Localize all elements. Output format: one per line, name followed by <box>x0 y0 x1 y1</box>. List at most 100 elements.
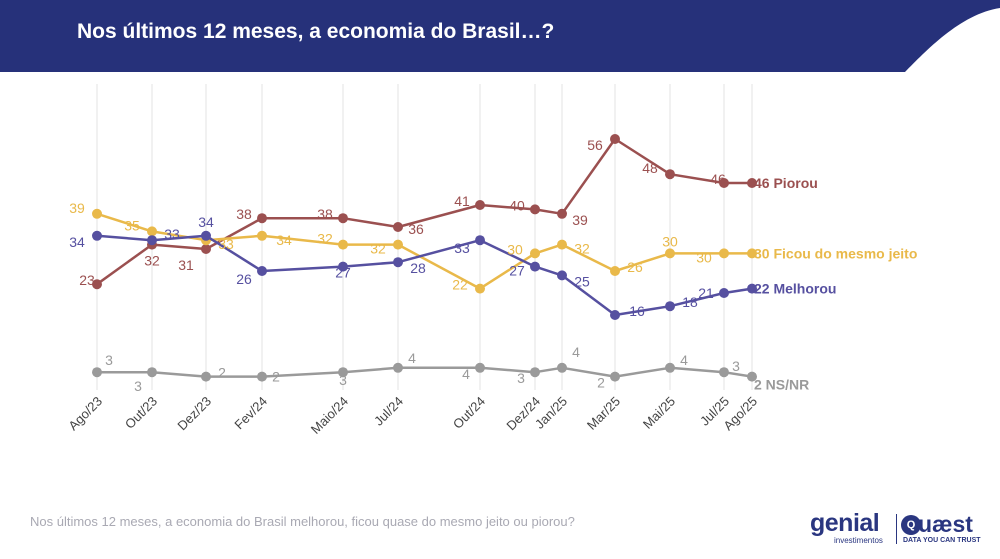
melhorou-value-label-0: 34 <box>69 234 85 250</box>
nsnr-point-12 <box>747 371 757 382</box>
piorou-value-label-1: 32 <box>144 253 160 269</box>
melhorou-value-label-8: 25 <box>574 273 590 289</box>
header-banner: Nos últimos 12 meses, a economia do Bras… <box>0 0 1000 72</box>
ficou-value-label-11: 30 <box>696 249 712 265</box>
ficou-value-label-6: 22 <box>452 277 468 293</box>
melhorou-point-10 <box>665 301 675 312</box>
melhorou-point-1 <box>147 235 157 246</box>
piorou-point-10 <box>665 169 675 180</box>
piorou-point-9 <box>610 134 620 144</box>
melhorou-value-label-11: 21 <box>698 285 714 301</box>
ficou-point-12 <box>747 248 757 259</box>
nsnr-point-8 <box>557 362 567 373</box>
melhorou-point-6 <box>475 235 485 246</box>
nsnr-point-11 <box>719 367 729 378</box>
nsnr-value-label-4: 3 <box>339 372 347 388</box>
x-tick-label-3: Fev/24 <box>231 394 270 433</box>
piorou-value-label-0: 23 <box>79 272 95 288</box>
piorou-end-label: 46 Piorou <box>754 175 818 191</box>
ficou-point-10 <box>665 248 675 259</box>
nsnr-point-5 <box>393 362 403 373</box>
x-tick-label-10: Mai/25 <box>640 394 678 432</box>
header-background <box>0 0 1000 72</box>
piorou-value-label-7: 40 <box>509 197 525 213</box>
genial-logo-subtitle: investimentos <box>834 536 883 545</box>
piorou-point-8 <box>557 208 567 219</box>
ficou-point-5 <box>393 239 403 250</box>
logo-area: genial investimentos Q uæst DATA YOU CAN… <box>800 508 995 550</box>
ficou-value-label-7: 30 <box>507 241 523 257</box>
ficou-point-0 <box>92 208 102 219</box>
nsnr-value-label-7: 3 <box>517 370 525 386</box>
x-tick-label-1: Out/23 <box>122 394 160 432</box>
piorou-value-label-11: 46 <box>710 171 726 187</box>
piorou-point-2 <box>201 244 211 254</box>
ficou-point-7 <box>530 248 540 259</box>
x-tick-label-0: Ago/23 <box>65 394 105 434</box>
nsnr-series-line <box>97 366 753 378</box>
melhorou-value-label-5: 28 <box>410 260 426 276</box>
piorou-value-label-4: 38 <box>317 206 333 222</box>
piorou-value-label-9: 56 <box>587 137 603 153</box>
logo-divider <box>896 514 897 544</box>
nsnr-value-label-6: 4 <box>462 366 470 382</box>
ficou-point-11 <box>719 248 729 259</box>
piorou-point-6 <box>475 200 485 210</box>
nsnr-point-1 <box>147 367 157 378</box>
ficou-value-label-10: 30 <box>662 233 678 249</box>
ficou-point-1 <box>147 226 157 237</box>
piorou-value-label-10: 48 <box>642 160 658 176</box>
melhorou-value-label-2: 34 <box>198 214 214 230</box>
melhorou-point-8 <box>557 270 567 281</box>
ficou-end-label: 30 Ficou do mesmo jeito <box>754 245 917 261</box>
ficou-value-label-3: 34 <box>276 232 292 248</box>
ficou-point-9 <box>610 266 620 276</box>
ficou-value-label-5: 32 <box>370 241 386 257</box>
piorou-point-12 <box>747 178 757 188</box>
melhorou-point-3 <box>257 266 267 276</box>
piorou-point-5 <box>393 222 403 232</box>
nsnr-point-9 <box>610 371 620 382</box>
nsnr-value-label-8: 4 <box>572 344 580 360</box>
ficou-point-4 <box>338 239 348 250</box>
piorou-value-label-6: 41 <box>454 193 470 209</box>
x-tick-label-9: Mar/25 <box>584 394 623 433</box>
nsnr-point-4 <box>338 367 348 378</box>
x-tick-label-2: Dez/23 <box>174 394 214 434</box>
piorou-point-4 <box>338 213 348 224</box>
melhorou-point-12 <box>747 283 757 294</box>
genial-logo: genial <box>810 509 880 537</box>
nsnr-value-label-10: 4 <box>680 352 688 368</box>
nsnr-value-label-2: 2 <box>218 365 226 381</box>
melhorou-point-7 <box>530 261 540 272</box>
nsnr-point-0 <box>92 367 102 378</box>
melhorou-point-11 <box>719 288 729 298</box>
x-axis: Ago/23 Out/23 Dez/23 Fev/24 Maio/24 Jul/24 Out… <box>65 394 760 437</box>
nsnr-end-label: 2 NS/NR <box>754 377 809 393</box>
piorou-value-label-5: 36 <box>408 221 424 237</box>
piorou-point-11 <box>719 178 729 188</box>
piorou-point-7 <box>530 204 540 215</box>
nsnr-point-3 <box>257 371 267 382</box>
ficou-value-label-2: 33 <box>218 236 234 252</box>
ficou-point-6 <box>475 283 485 294</box>
piorou-point-0 <box>92 279 102 290</box>
x-tick-label-4: Maio/24 <box>308 394 351 437</box>
quaest-logo: uæst <box>918 511 973 537</box>
nsnr-value-label-3: 2 <box>272 369 280 385</box>
ficou-value-label-0: 39 <box>69 200 85 216</box>
nsnr-point-2 <box>201 371 211 382</box>
melhorou-end-label: 22 Melhorou <box>754 281 836 297</box>
ficou-series-line <box>96 212 752 290</box>
melhorou-value-label-1: 33 <box>164 226 180 242</box>
ficou-point-8 <box>557 239 567 250</box>
nsnr-value-label-1: 3 <box>134 378 142 394</box>
nsnr-point-6 <box>475 362 485 373</box>
x-tick-label-6: Out/24 <box>450 394 488 432</box>
piorou-point-3 <box>257 213 267 224</box>
chart-lines <box>92 134 757 382</box>
nsnr-value-label-0: 3 <box>105 352 113 368</box>
melhorou-point-4 <box>338 261 348 272</box>
